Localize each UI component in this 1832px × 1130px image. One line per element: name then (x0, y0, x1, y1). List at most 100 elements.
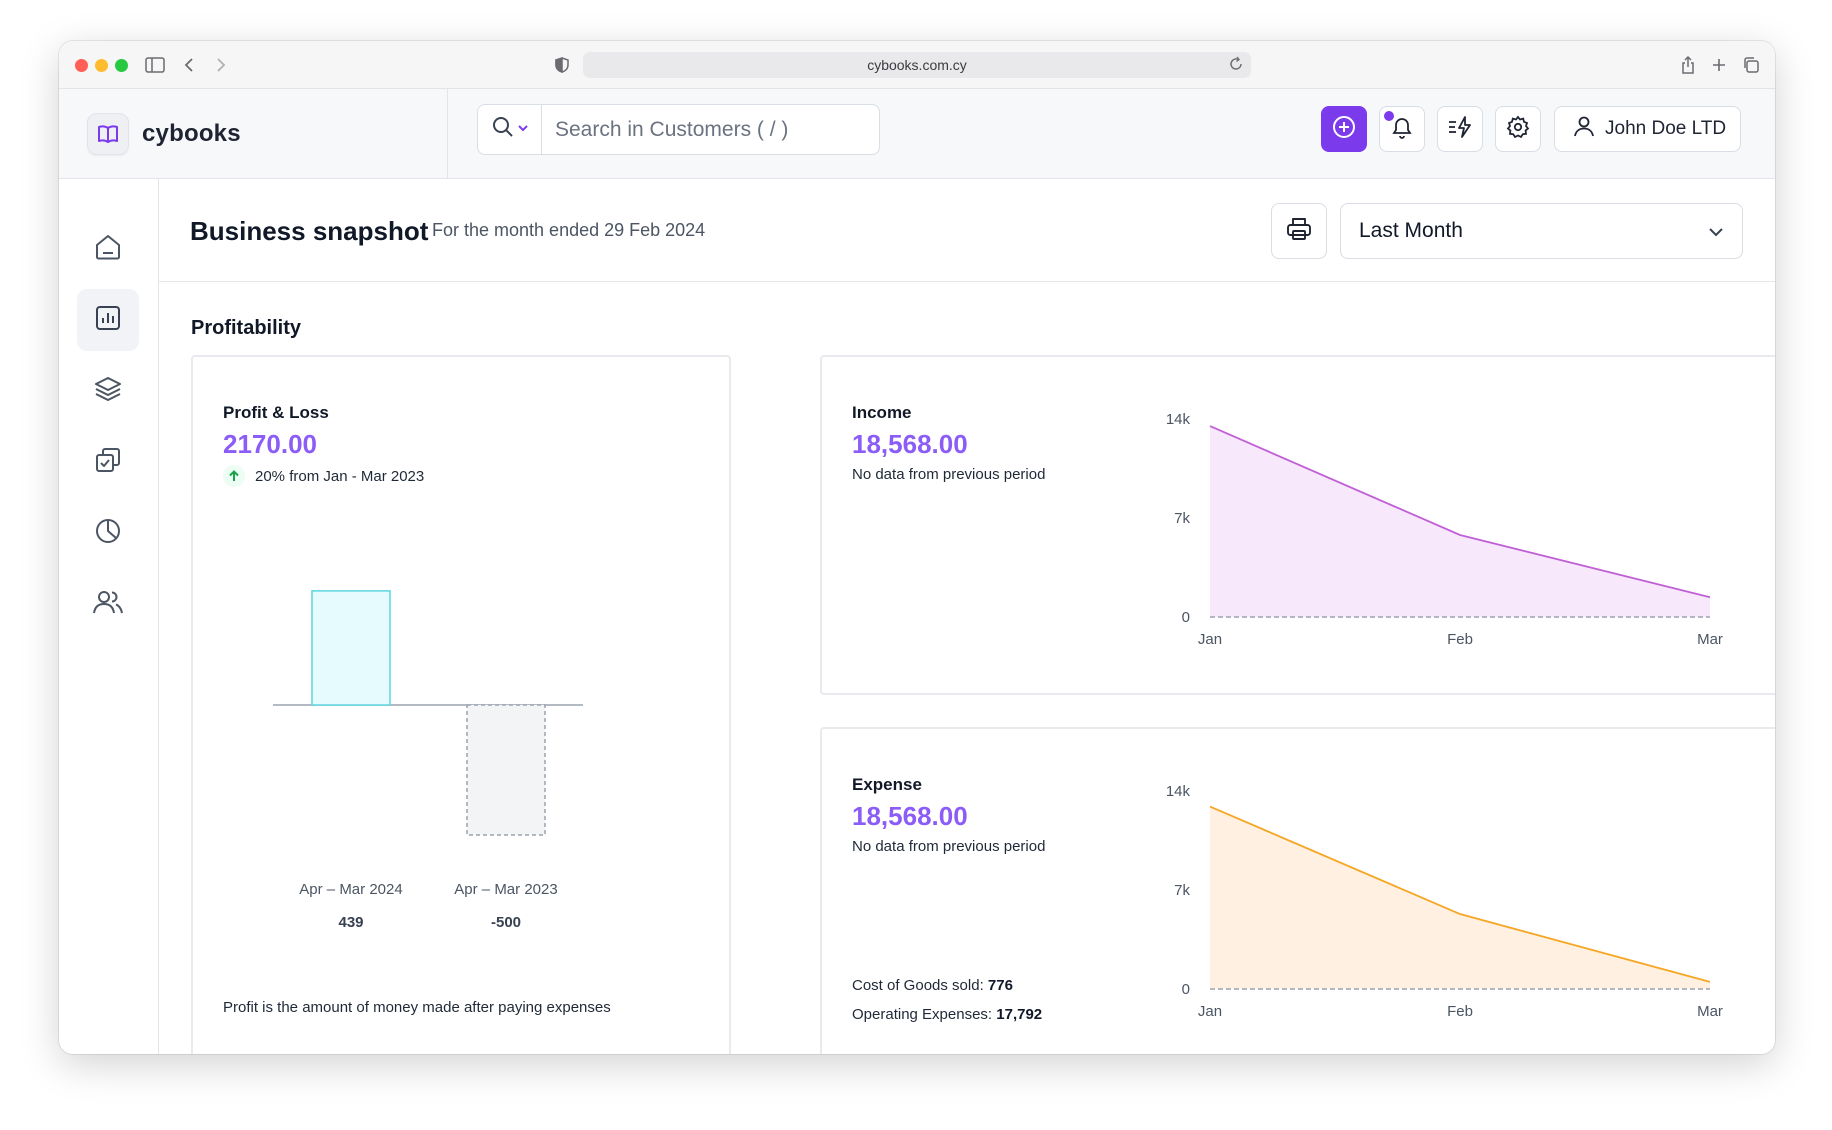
pl-bar-label: Apr – Mar 2024 (299, 881, 402, 898)
period-select[interactable]: Last Month (1340, 203, 1743, 259)
maximize-window-button[interactable] (115, 59, 128, 72)
income-x-tick-label: Jan (1198, 631, 1222, 648)
sidebar-item-home[interactable] (77, 218, 139, 280)
opex-label: Operating Expenses: (852, 1006, 993, 1023)
page-title: Business snapshot (190, 216, 429, 246)
cogs-line: Cost of Goods sold: 776 (852, 977, 1013, 994)
expense-y-tick-label: 14k (1166, 783, 1191, 800)
main-content: Business snapshot For the month ended 29… (159, 179, 1775, 1054)
expense-series-line (1209, 805, 1711, 983)
income-series-line (1209, 425, 1711, 599)
income-card: Income 18,568.00 No data from previous p… (820, 355, 1775, 695)
sidebar-item-products[interactable] (77, 360, 139, 422)
page-toolbar: Business snapshot For the month ended 29… (159, 179, 1775, 282)
section-title: Profitability (191, 317, 302, 339)
browser-toolbar: cybooks.com.cy (59, 41, 1775, 89)
url-text: cybooks.com.cy (867, 57, 967, 73)
expense-label: Expense (852, 775, 922, 794)
income-value: 18,568.00 (852, 429, 968, 459)
chevron-down-icon (517, 121, 529, 139)
expense-value: 18,568.00 (852, 801, 968, 831)
lightning-list-icon (1447, 115, 1473, 144)
shield-icon[interactable] (550, 53, 574, 77)
copy-check-icon (93, 445, 123, 480)
income-y-tick-label: 0 (1182, 609, 1190, 626)
expense-card: Expense 18,568.00 No data from previous … (820, 727, 1775, 1054)
income-x-tick-label: Feb (1447, 631, 1473, 648)
pie-chart-icon (93, 516, 123, 551)
share-icon[interactable] (1676, 53, 1700, 77)
expense-note: No data from previous period (852, 838, 1046, 855)
income-note: No data from previous period (852, 466, 1046, 483)
profit-loss-bar-chart: Apr – Mar 2024 439 Apr – Mar 2023 -500 (273, 590, 583, 931)
page-subtitle: For the month ended 29 Feb 2024 (432, 220, 706, 240)
profit-loss-trend: 20% from Jan - Mar 2023 (223, 465, 424, 487)
sidebar-toggle-icon[interactable] (143, 53, 167, 77)
chevron-down-icon (1708, 219, 1724, 243)
expense-y-tick-label: 0 (1182, 981, 1190, 998)
search-icon (491, 115, 515, 144)
notification-dot (1384, 111, 1394, 121)
expense-x-tick-label: Jan (1198, 1003, 1222, 1020)
pl-bar-label: Apr – Mar 2023 (454, 881, 557, 898)
browser-window: cybooks.com.cy cybooks (59, 41, 1775, 1054)
opex-value: 17,792 (996, 1006, 1043, 1023)
income-label: Income (852, 403, 912, 422)
book-logo-icon (87, 113, 129, 155)
home-icon (93, 232, 123, 267)
expense-area-chart: 14k 7k 0 Jan Feb Mar (1166, 783, 1723, 1020)
notifications-button[interactable] (1379, 106, 1425, 152)
users-icon (92, 587, 124, 622)
layers-icon (93, 374, 123, 409)
sidebar-item-contacts[interactable] (77, 573, 139, 635)
brand[interactable]: cybooks (59, 89, 448, 179)
opex-line: Operating Expenses: 17,792 (852, 1006, 1042, 1023)
tab-overview-icon[interactable] (1739, 53, 1763, 77)
search-scope-button[interactable] (478, 105, 542, 154)
income-area-chart: 14k 7k 0 Jan Feb Mar (1166, 411, 1723, 648)
reload-icon[interactable] (1229, 56, 1243, 75)
pl-bar-value: -500 (491, 914, 521, 931)
settings-button[interactable] (1495, 106, 1541, 152)
create-new-button[interactable] (1321, 106, 1367, 152)
profit-loss-label: Profit & Loss (223, 403, 329, 422)
plus-circle-icon (1331, 114, 1357, 145)
print-button[interactable] (1271, 203, 1327, 259)
profit-loss-footer: Profit is the amount of money made after… (223, 999, 611, 1016)
expense-x-tick-label: Feb (1447, 1003, 1473, 1020)
gear-icon (1506, 115, 1530, 144)
arrow-up-icon (223, 465, 245, 487)
income-x-tick-label: Mar (1697, 631, 1723, 648)
income-y-tick-label: 7k (1174, 510, 1190, 527)
user-menu-button[interactable]: John Doe LTD (1554, 106, 1741, 152)
app-header: cybooks (59, 89, 1775, 179)
profit-loss-value: 2170.00 (223, 429, 317, 459)
brand-name: cybooks (142, 120, 241, 147)
bar-chart-icon (93, 303, 123, 338)
sidebar-item-reports[interactable] (77, 289, 139, 351)
user-icon (1573, 115, 1595, 143)
period-select-value: Last Month (1359, 219, 1463, 242)
sidebar-item-analytics[interactable] (77, 502, 139, 564)
expense-y-tick-label: 7k (1174, 882, 1190, 899)
cogs-value: 776 (987, 977, 1013, 994)
sidebar-item-tasks[interactable] (77, 431, 139, 493)
profit-loss-card: Profit & Loss 2170.00 20% from Jan - Mar… (191, 355, 731, 1054)
back-icon[interactable] (177, 53, 201, 77)
bell-icon (1390, 115, 1414, 144)
income-area (1210, 426, 1710, 617)
user-name: John Doe LTD (1605, 118, 1727, 139)
cogs-label: Cost of Goods sold: (852, 977, 984, 994)
expense-area (1210, 806, 1710, 989)
pl-bar-value: 439 (338, 914, 363, 931)
expense-x-tick-label: Mar (1697, 1003, 1723, 1020)
new-tab-icon[interactable] (1707, 53, 1731, 77)
minimize-window-button[interactable] (95, 59, 108, 72)
printer-icon (1286, 217, 1312, 246)
close-window-button[interactable] (75, 59, 88, 72)
quick-actions-button[interactable] (1437, 106, 1483, 152)
address-bar[interactable]: cybooks.com.cy (583, 52, 1251, 78)
forward-icon[interactable] (209, 53, 233, 77)
sidebar (59, 179, 159, 1054)
search-input[interactable] (542, 105, 879, 154)
